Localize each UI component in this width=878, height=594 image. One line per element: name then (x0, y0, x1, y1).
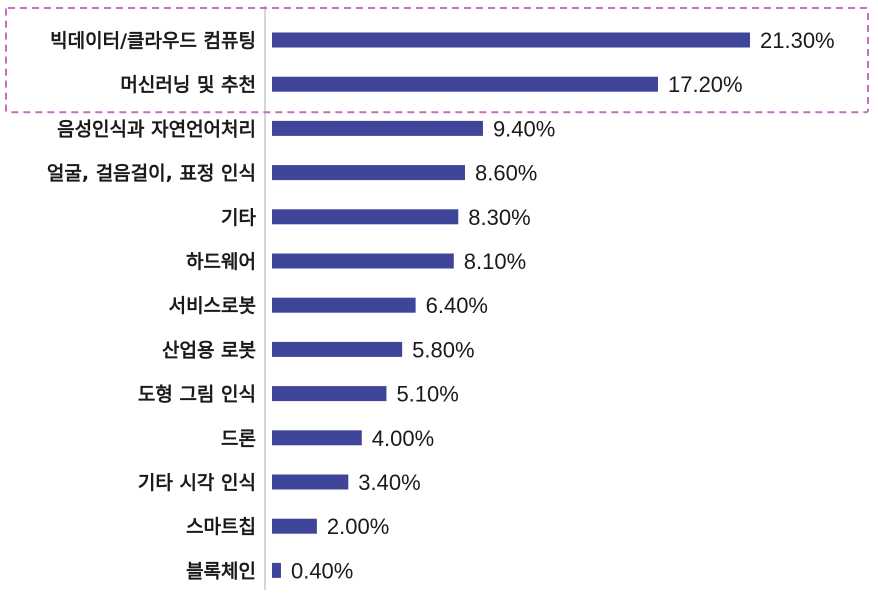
labels: 빅데이터/클라우드 컴퓨팅 21.30% 머신러닝 및 추천 17.20% 음성인식과 … (47, 28, 835, 583)
category-label: 빅데이터/클라우드 컴퓨팅 (50, 30, 256, 52)
bar (272, 474, 349, 490)
category-label: 도형 그림 인식 (138, 384, 256, 406)
bar (272, 562, 281, 578)
bar (272, 341, 403, 357)
data-label: 2.00% (327, 514, 389, 539)
category-label: 서비스로봇 (169, 295, 256, 317)
bars (272, 32, 750, 578)
category-label: 블록체인 (186, 560, 256, 582)
data-label: 8.60% (475, 161, 537, 186)
bar (272, 165, 465, 181)
bar (272, 430, 362, 446)
category-label: 산업용 로봇 (162, 339, 256, 361)
bar (272, 386, 387, 402)
data-label: 8.30% (468, 205, 530, 230)
data-label: 3.40% (358, 470, 420, 495)
bar (272, 297, 416, 313)
bar (272, 120, 483, 136)
data-label: 9.40% (493, 116, 555, 141)
bar (272, 209, 459, 225)
bar (272, 76, 658, 92)
data-label: 6.40% (426, 293, 488, 318)
bar (272, 32, 750, 48)
data-label: 17.20% (668, 72, 743, 97)
bar (272, 253, 454, 269)
data-label: 4.00% (372, 426, 434, 451)
category-label: 기타 시각 인식 (138, 472, 256, 494)
bar (272, 518, 317, 534)
category-label: 드론 (221, 428, 256, 450)
data-label: 8.10% (464, 249, 526, 274)
data-label: 21.30% (760, 28, 835, 53)
data-label: 5.80% (412, 337, 474, 362)
category-label: 음성인식과 자연언어처리 (57, 118, 256, 140)
category-label: 얼굴, 걸음걸이, 표정 인식 (47, 163, 256, 185)
category-label: 하드웨어 (186, 251, 256, 273)
highlight-box (5, 7, 869, 114)
data-label: 5.10% (396, 382, 458, 407)
data-label: 0.40% (291, 558, 353, 583)
category-label: 스마트칩 (186, 516, 256, 538)
category-label: 머신러닝 및 추천 (120, 74, 256, 96)
category-label: 기타 (221, 207, 256, 229)
